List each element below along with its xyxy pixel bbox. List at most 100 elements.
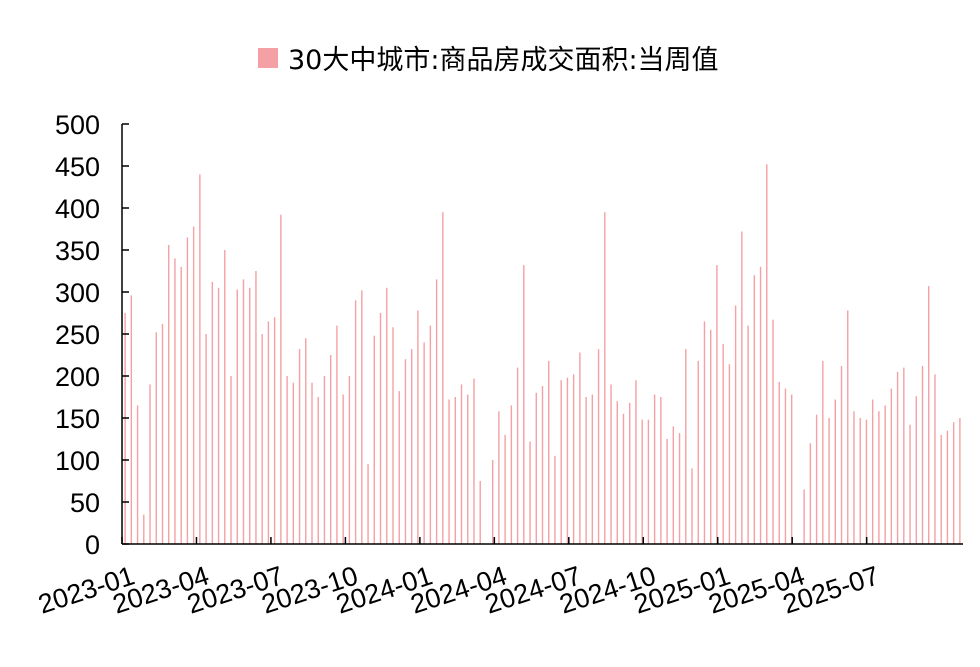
bar (840, 365, 843, 544)
bar (741, 231, 743, 544)
bar (305, 338, 307, 544)
bar (161, 323, 164, 544)
y-tick-label: 50 (70, 488, 100, 518)
bar (822, 360, 824, 544)
bar (361, 290, 363, 544)
bar (834, 399, 836, 544)
bar (379, 313, 382, 544)
bar (666, 439, 668, 544)
bar (909, 424, 911, 544)
bar (915, 396, 917, 544)
bar (454, 397, 456, 544)
bar (859, 418, 861, 544)
bar (286, 376, 288, 544)
bar (847, 310, 849, 544)
bar (809, 443, 812, 544)
bar (149, 384, 151, 544)
bar (280, 214, 282, 544)
bar (323, 376, 326, 544)
bar (479, 481, 481, 544)
bar (803, 489, 805, 544)
bar (853, 411, 855, 544)
bar (130, 295, 133, 544)
bar (255, 271, 257, 544)
bar (292, 382, 295, 544)
bar (180, 266, 182, 544)
bar (155, 332, 157, 544)
bar (710, 329, 712, 544)
bar (348, 376, 351, 544)
bar (460, 384, 463, 544)
bar (790, 394, 793, 544)
bar (404, 359, 407, 544)
bar (298, 349, 301, 544)
bar (143, 514, 145, 544)
bar (124, 313, 126, 544)
bar (230, 376, 232, 544)
bar (946, 430, 949, 544)
bar (903, 367, 905, 544)
bar (410, 349, 413, 544)
legend: 30大中城市:商品房成交面积:当周值 (258, 45, 719, 76)
bar (317, 397, 319, 544)
bar (828, 418, 830, 544)
bar (878, 411, 880, 544)
bar (217, 287, 220, 544)
bar (778, 381, 780, 544)
bar (884, 405, 886, 544)
bar (392, 327, 394, 544)
bar (703, 321, 706, 544)
bar (523, 265, 525, 544)
bar (205, 334, 207, 544)
bar (566, 377, 569, 544)
bar (442, 212, 444, 544)
bar (354, 300, 357, 544)
bar (753, 275, 756, 544)
bar (199, 174, 201, 544)
bar (535, 392, 537, 544)
y-tick-label: 450 (55, 152, 100, 182)
bar (660, 397, 662, 544)
bar (734, 305, 737, 544)
y-tick-labels: 0 50 100 150 200 250 300 350 400 450 500 (55, 110, 100, 560)
bar (510, 405, 513, 544)
bar (635, 380, 637, 544)
bar (766, 164, 768, 544)
bar (597, 349, 600, 544)
y-tick-label: 400 (55, 194, 100, 224)
bar (722, 344, 724, 544)
bar (629, 402, 631, 544)
y-tick-label: 300 (55, 278, 100, 308)
bar (448, 399, 450, 544)
bar (815, 414, 818, 544)
bar (554, 455, 556, 544)
bar (249, 287, 251, 544)
bar (610, 384, 612, 544)
bar (467, 394, 469, 544)
bar (959, 418, 961, 544)
axes-group (121, 123, 963, 545)
bar (784, 388, 787, 544)
bar (952, 422, 955, 544)
bar (560, 380, 562, 544)
y-tick-label: 250 (55, 320, 100, 350)
bar (186, 237, 189, 544)
legend-swatch (258, 48, 278, 68)
bar (417, 310, 419, 544)
bar (591, 394, 594, 544)
bar (504, 434, 506, 544)
bar (653, 394, 656, 544)
bar (541, 386, 544, 544)
bar (498, 411, 500, 544)
x-tick-labels: 2023-012023-042023-072023-102024-012024-… (35, 560, 883, 619)
bar (940, 434, 942, 544)
bar (691, 468, 693, 544)
bar (242, 279, 245, 544)
y-tick-label: 500 (55, 110, 100, 140)
bar (342, 394, 344, 544)
bar (678, 433, 681, 544)
bar (716, 265, 718, 544)
bar (579, 352, 581, 544)
y-tick-label: 0 (85, 530, 100, 560)
